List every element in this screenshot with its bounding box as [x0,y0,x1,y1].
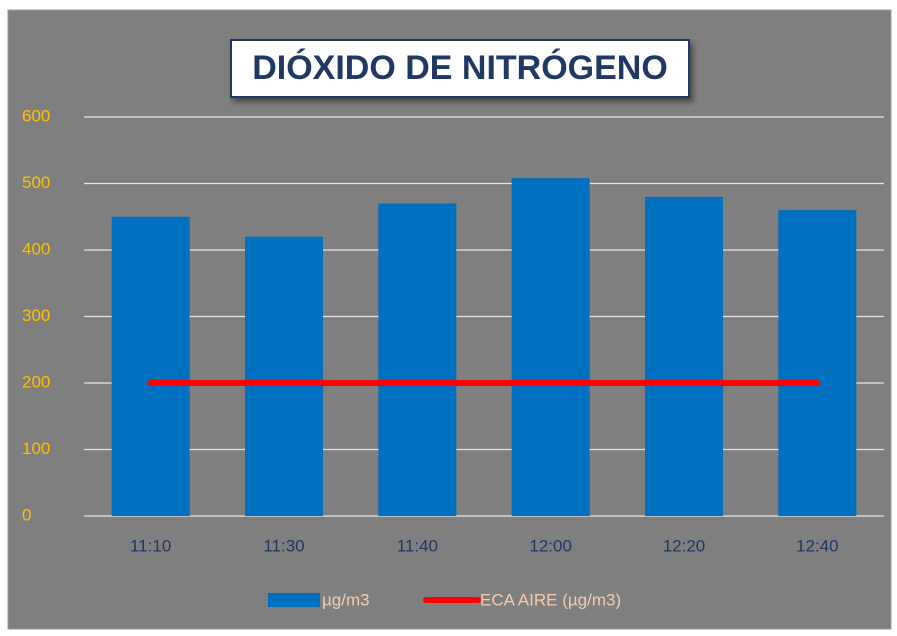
x-tick-label: 12:00 [529,536,572,555]
y-tick-label: 300 [22,306,50,325]
bar [645,196,723,517]
plot-area: 0 100 200 300 400 500 600 11:10 11:30 11:40 12:00 1… [22,106,884,555]
bar [511,178,590,516]
bar [245,236,323,516]
y-tick-label: 500 [22,173,50,192]
x-tick-label: 11:30 [263,536,304,555]
y-tick-label: 0 [22,505,31,524]
x-tick-label: 12:20 [663,536,706,555]
x-tick-label: 12:40 [796,536,839,555]
legend-label: µg/m3 [322,590,370,609]
chart-title: DIÓXIDO DE NITRÓGENO [252,49,668,87]
y-tick-label: 400 [22,239,50,258]
x-tick-label: 11:10 [130,536,171,555]
title-box [230,39,690,98]
y-tick-label: 600 [22,106,50,125]
bar [111,216,190,516]
y-tick-label: 100 [22,439,50,458]
bar [378,203,457,516]
x-tick-label: 11:40 [397,536,438,555]
bar [778,210,857,516]
legend-label: ECA AIRE (µg/m3) [480,590,621,609]
legend: µg/m3 ECA AIRE (µg/m3) [268,590,621,609]
y-tick-label: 200 [22,372,50,391]
legend-swatch [268,593,320,607]
